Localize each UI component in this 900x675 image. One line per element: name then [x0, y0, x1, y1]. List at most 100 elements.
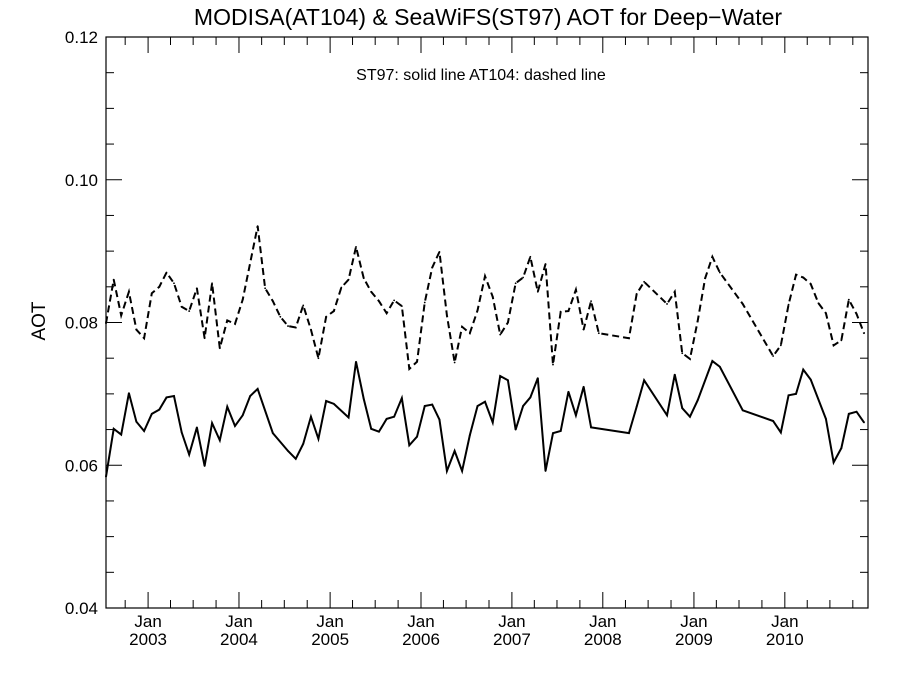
data-point	[408, 367, 411, 370]
data-point	[128, 392, 130, 395]
data-point	[741, 303, 744, 305]
data-point	[567, 310, 570, 312]
data-point	[847, 298, 850, 301]
data-point	[507, 321, 509, 324]
data-point	[393, 415, 396, 418]
data-point	[522, 276, 525, 279]
x-tick-label-month: Jan	[771, 612, 798, 631]
data-point	[681, 352, 684, 355]
data-point	[544, 263, 547, 265]
data-point	[256, 225, 259, 228]
data-point	[704, 277, 707, 280]
data-point	[832, 344, 835, 347]
data-point	[294, 326, 297, 329]
data-point	[453, 361, 456, 364]
data-point	[499, 333, 502, 336]
y-tick-label: 0.04	[65, 599, 98, 618]
data-point	[165, 396, 168, 399]
data-point	[150, 412, 153, 415]
y-tick-label: 0.06	[65, 456, 98, 475]
data-point	[817, 302, 820, 305]
x-tick-label-month: Jan	[589, 612, 616, 631]
x-tick-label-year: 2010	[766, 630, 804, 649]
x-tick-label-month: Jan	[680, 612, 707, 631]
data-point	[718, 271, 721, 274]
data-point	[787, 303, 790, 306]
data-point	[499, 375, 502, 377]
data-point	[165, 271, 168, 274]
data-point	[332, 402, 335, 405]
x-tick-label-year: 2007	[493, 630, 531, 649]
data-point	[582, 385, 585, 388]
data-point	[559, 310, 562, 313]
series-lines	[105, 225, 865, 478]
data-point	[711, 360, 714, 362]
axes: 0.040.060.080.100.12Jan2003Jan2004Jan200…	[65, 28, 868, 649]
data-point	[287, 450, 289, 452]
data-point	[241, 298, 244, 301]
data-point	[855, 410, 858, 413]
data-point	[370, 290, 373, 293]
data-point	[173, 282, 175, 285]
data-point	[120, 314, 123, 317]
data-point	[491, 421, 494, 424]
data-point	[302, 442, 305, 445]
data-point	[666, 303, 668, 305]
data-point	[643, 379, 646, 382]
data-point	[476, 405, 479, 407]
x-tick-label-year: 2009	[675, 630, 713, 649]
data-point	[112, 427, 115, 430]
data-point	[484, 400, 486, 403]
data-point	[438, 250, 441, 253]
x-tick-label-month: Jan	[134, 612, 161, 631]
data-point	[332, 310, 335, 312]
data-point	[681, 407, 684, 410]
y-tick-label: 0.08	[65, 314, 98, 333]
data-point	[628, 432, 630, 435]
data-point	[779, 344, 782, 347]
data-point	[840, 447, 843, 450]
x-tick-label-month: Jan	[407, 612, 434, 631]
data-point	[468, 434, 471, 437]
data-point	[294, 457, 297, 460]
data-point	[249, 395, 252, 397]
data-point	[234, 323, 236, 325]
data-point	[825, 312, 827, 315]
data-point	[362, 277, 365, 280]
data-point	[438, 418, 441, 421]
data-point	[567, 390, 570, 393]
data-point	[271, 432, 274, 435]
data-point	[461, 325, 463, 328]
data-point	[423, 301, 426, 304]
data-point	[347, 278, 350, 281]
data-point	[522, 405, 525, 407]
data-point	[378, 300, 380, 302]
series-line-st97	[105, 359, 865, 477]
x-tick-label-month: Jan	[316, 612, 343, 631]
data-point	[385, 417, 388, 420]
data-point	[666, 414, 668, 417]
y-tick-label: 0.10	[65, 171, 98, 190]
data-point	[779, 431, 782, 434]
x-tick-label-year: 2005	[311, 630, 349, 649]
x-tick-label-year: 2008	[584, 630, 622, 649]
data-point	[590, 426, 592, 429]
data-point	[135, 420, 138, 423]
data-point	[150, 292, 153, 295]
series-line-at104	[105, 225, 865, 371]
data-point	[416, 360, 418, 363]
x-tick-label-year: 2004	[220, 630, 258, 649]
data-point	[673, 290, 676, 293]
data-point	[370, 427, 373, 430]
data-point	[211, 282, 213, 285]
chart-title: MODISA(AT104) & SeaWiFS(ST97) AOT for De…	[194, 4, 783, 30]
data-point	[355, 245, 357, 248]
data-point	[802, 368, 805, 371]
data-point	[203, 465, 206, 467]
data-point	[795, 273, 797, 276]
data-point	[310, 328, 312, 331]
x-tick-label-month: Jan	[498, 612, 525, 631]
series-at104	[105, 225, 865, 371]
data-point	[552, 363, 554, 366]
data-point	[143, 430, 146, 432]
